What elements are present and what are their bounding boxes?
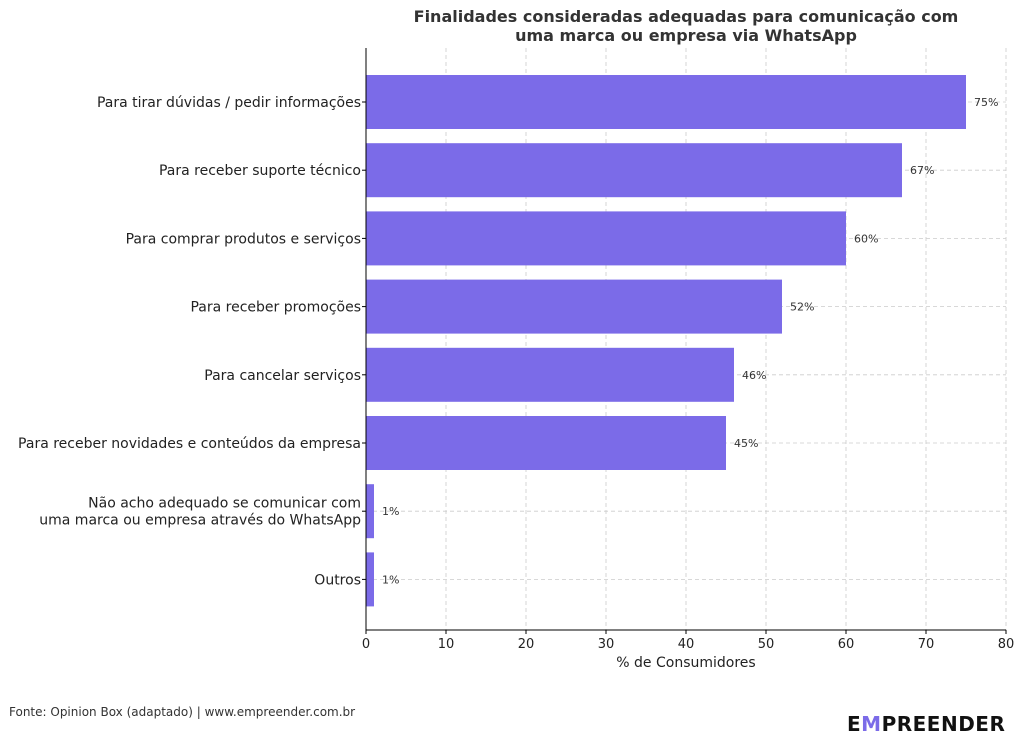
value-label: 1% — [382, 573, 399, 586]
bars — [366, 75, 966, 607]
x-tick-label: 20 — [518, 637, 535, 652]
value-label: 46% — [742, 369, 766, 382]
x-tick-label: 80 — [998, 637, 1015, 652]
x-ticks: 0 10 20 30 40 50 60 70 80 — [362, 101, 1015, 652]
bar — [366, 416, 726, 470]
category-label: Para receber promoções — [190, 300, 361, 316]
bar — [366, 211, 846, 266]
bar — [366, 484, 374, 539]
category-label: Não acho adequado se comunicar com uma ma… — [39, 496, 361, 529]
brand-logo-text: EMPREENDER — [847, 712, 1006, 736]
value-labels: 75% 67% 60% 52% 46% 45% 1% 1% — [382, 96, 998, 586]
category-labels: Para tirar dúvidas / pedir informações Pa… — [18, 95, 361, 588]
x-tick-label: 70 — [918, 637, 935, 652]
x-tick-label: 50 — [758, 637, 775, 652]
value-label: 45% — [734, 437, 758, 450]
source-note: Fonte: Opinion Box (adaptado) | www.empr… — [9, 705, 356, 719]
bar — [366, 552, 374, 607]
brand-logo: EMPREENDER — [847, 712, 1005, 736]
category-label: Outros — [314, 572, 361, 588]
x-tick-label: 60 — [838, 637, 855, 652]
x-tick-label: 10 — [438, 637, 455, 652]
category-label: Para receber suporte técnico — [159, 163, 361, 179]
grid — [366, 48, 1007, 630]
category-label: Para tirar dúvidas / pedir informações — [97, 95, 361, 111]
chart-title: Finalidades consideradas adequadas para … — [414, 7, 959, 45]
value-label: 52% — [790, 301, 814, 314]
x-tick-label: 40 — [678, 637, 695, 652]
x-tick-label: 30 — [598, 637, 615, 652]
x-tick-label: 0 — [362, 637, 370, 652]
chart-title-line: Finalidades consideradas adequadas para … — [414, 7, 959, 26]
category-label: Para cancelar serviços — [204, 368, 361, 384]
category-label: Para receber novidades e conteúdos da em… — [18, 436, 361, 452]
x-axis-label: % de Consumidores — [616, 655, 755, 671]
chart-title-line: uma marca ou empresa via WhatsApp — [515, 26, 857, 45]
bar — [366, 347, 734, 402]
bar — [366, 75, 966, 129]
bar — [366, 279, 782, 334]
category-label: Para comprar produtos e serviços — [126, 231, 361, 247]
bar — [366, 143, 902, 198]
value-label: 75% — [974, 96, 998, 109]
value-label: 1% — [382, 505, 399, 518]
value-label: 67% — [910, 164, 934, 177]
value-label: 60% — [854, 232, 878, 245]
